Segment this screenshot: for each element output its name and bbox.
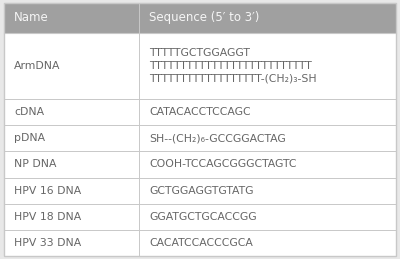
- Bar: [4, 151, 396, 177]
- Text: CATACACCTCCAGC: CATACACCTCCAGC: [149, 107, 251, 117]
- Bar: [4, 99, 396, 125]
- Bar: [4, 33, 396, 99]
- Bar: [4, 204, 396, 230]
- Text: pDNA: pDNA: [14, 133, 45, 143]
- Text: GGATGCTGCACCGG: GGATGCTGCACCGG: [149, 212, 257, 222]
- Bar: [4, 230, 396, 256]
- Text: Name: Name: [14, 11, 49, 24]
- Text: ArmDNA: ArmDNA: [14, 61, 60, 71]
- Text: HPV 18 DNA: HPV 18 DNA: [14, 212, 81, 222]
- Text: NP DNA: NP DNA: [14, 159, 56, 169]
- Bar: [4, 3, 396, 33]
- Text: Sequence (5′ to 3′): Sequence (5′ to 3′): [149, 11, 260, 24]
- Text: HPV 33 DNA: HPV 33 DNA: [14, 238, 81, 248]
- Text: COOH-TCCAGCGGGCTAGTC: COOH-TCCAGCGGGCTAGTC: [149, 159, 297, 169]
- Text: cDNA: cDNA: [14, 107, 44, 117]
- Text: TTTTTGCTGGAGGT
TTTTTTTTTTTTTTTTTTTTTTTTTT
TTTTTTTTTTTTTTTTTT-(CH₂)₃-SH: TTTTTGCTGGAGGT TTTTTTTTTTTTTTTTTTTTTTTTT…: [149, 48, 317, 83]
- Text: CACATCCACCCGCA: CACATCCACCCGCA: [149, 238, 253, 248]
- Text: SH--(CH₂)₆-GCCGGACTAG: SH--(CH₂)₆-GCCGGACTAG: [149, 133, 286, 143]
- Text: HPV 16 DNA: HPV 16 DNA: [14, 186, 81, 196]
- Bar: [4, 177, 396, 204]
- Bar: [4, 125, 396, 151]
- Text: GCTGGAGGTGTATG: GCTGGAGGTGTATG: [149, 186, 254, 196]
